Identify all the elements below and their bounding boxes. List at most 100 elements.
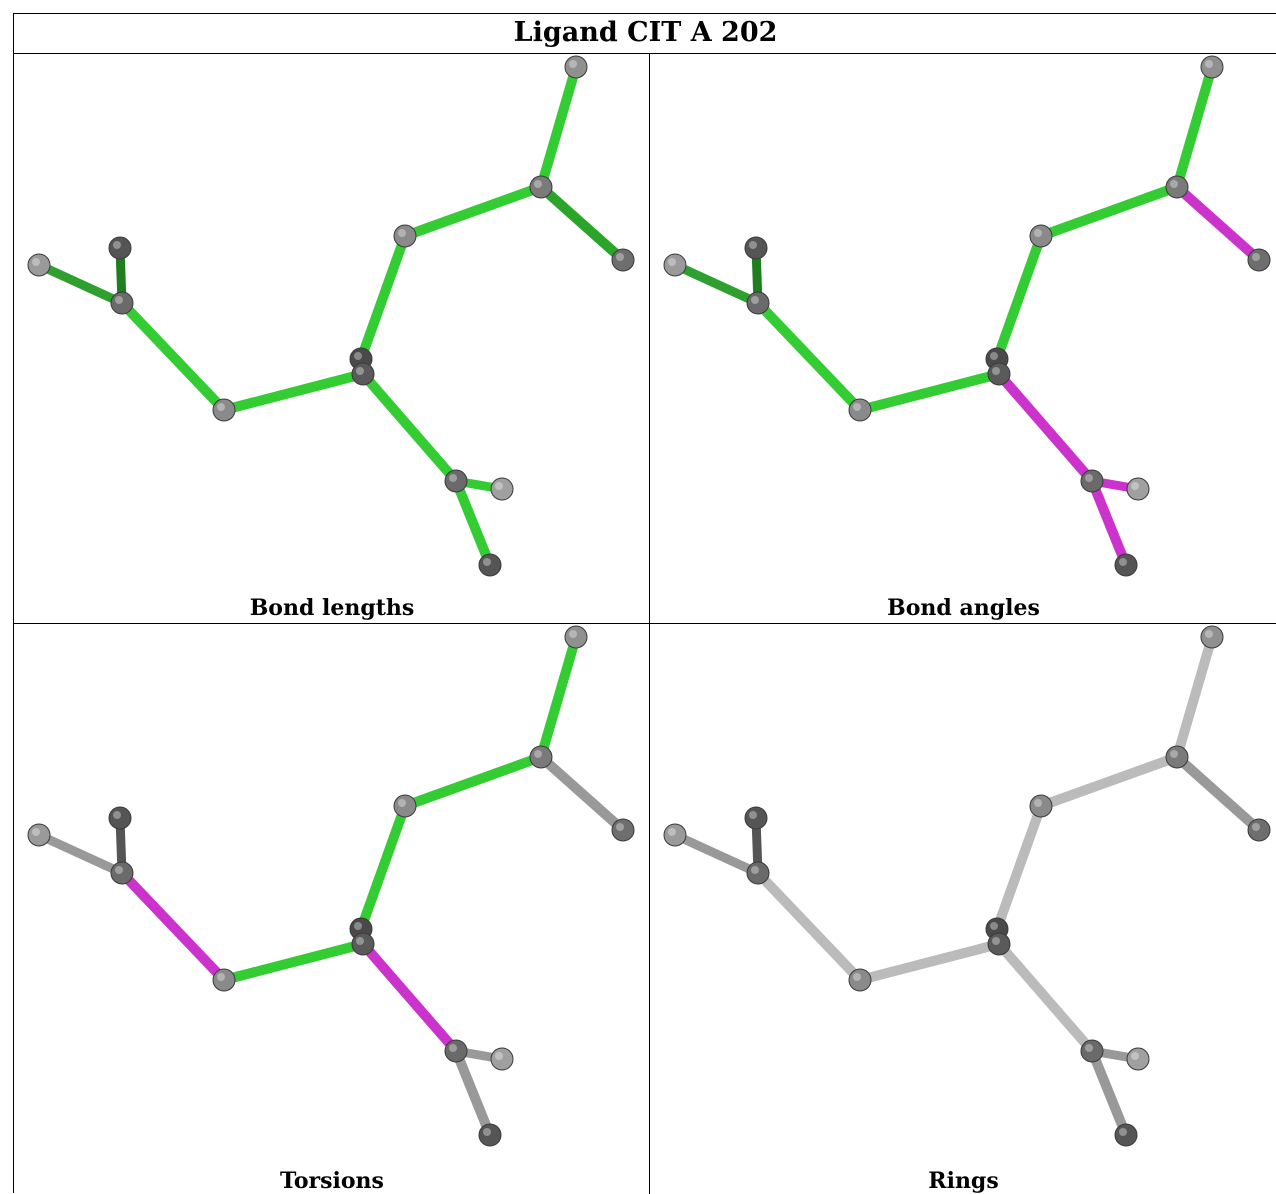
atom	[27, 823, 51, 847]
bond	[1172, 62, 1217, 192]
atom-highlight	[483, 1128, 491, 1136]
bond	[400, 182, 546, 241]
atom	[744, 806, 768, 830]
bond	[1036, 182, 1182, 241]
panel-caption: Torsions	[280, 1168, 384, 1194]
atom	[987, 362, 1011, 386]
panel-bond-lengths: Bond lengths	[14, 54, 650, 624]
panel-caption: Bond angles	[887, 595, 1040, 621]
molecule-view	[663, 625, 1271, 1147]
atom	[611, 248, 635, 272]
atom	[746, 861, 770, 885]
panel-caption: Rings	[928, 1168, 999, 1194]
atom	[1247, 818, 1271, 842]
atom	[1114, 1123, 1138, 1147]
panel-bond-angles: Bond angles	[650, 54, 1276, 624]
bond	[1087, 476, 1131, 570]
molecule-view	[663, 55, 1271, 577]
atom	[351, 932, 375, 956]
atom	[529, 175, 553, 199]
grid-divider-horizontal	[14, 623, 1276, 624]
atom	[1247, 248, 1271, 272]
bond	[992, 231, 1046, 364]
atom	[444, 469, 468, 493]
bond	[855, 939, 1004, 985]
atom-highlight	[32, 258, 40, 266]
atom-highlight	[449, 474, 457, 482]
atom	[1080, 1039, 1104, 1063]
atom-highlight	[668, 258, 676, 266]
atom-highlight	[217, 403, 225, 411]
atom	[444, 1039, 468, 1063]
molecule-view	[27, 55, 635, 577]
atom-highlight	[1252, 823, 1260, 831]
atom-highlight	[483, 558, 491, 566]
atom-highlight	[992, 937, 1000, 945]
atom-highlight	[449, 1044, 457, 1052]
atom-highlight	[1170, 750, 1178, 758]
atom	[564, 55, 588, 79]
atom-highlight	[115, 296, 123, 304]
atom-highlight	[616, 823, 624, 831]
bond	[536, 62, 581, 192]
atom	[848, 968, 872, 992]
bond	[358, 369, 461, 486]
bond	[670, 830, 763, 878]
bond	[994, 939, 1097, 1056]
atom-highlight	[398, 799, 406, 807]
bond	[219, 369, 368, 415]
atom-highlight	[1034, 229, 1042, 237]
atom	[564, 625, 588, 649]
atom	[987, 932, 1011, 956]
atom-highlight	[1205, 60, 1213, 68]
ligand-figure-table: Ligand CIT A 202 Bond lengths Bond angle…	[13, 13, 1276, 1194]
bond	[1172, 752, 1264, 835]
bond	[451, 476, 495, 570]
bond	[855, 369, 1004, 415]
atom	[611, 818, 635, 842]
atom	[393, 794, 417, 818]
atom	[478, 1123, 502, 1147]
atom-highlight	[751, 866, 759, 874]
atom-highlight	[616, 253, 624, 261]
atom-highlight	[495, 1052, 503, 1060]
atom	[1126, 477, 1150, 501]
panel-caption: Bond lengths	[249, 595, 415, 621]
atom-highlight	[354, 922, 362, 930]
atom	[1029, 224, 1053, 248]
atom-highlight	[569, 60, 577, 68]
bond	[219, 939, 368, 985]
atom-highlight	[992, 367, 1000, 375]
atom-highlight	[1205, 630, 1213, 638]
atom-highlight	[749, 811, 757, 819]
atom	[848, 398, 872, 422]
atom-highlight	[1119, 1128, 1127, 1136]
atom-highlight	[1119, 558, 1127, 566]
atom	[393, 224, 417, 248]
atom	[663, 253, 687, 277]
atom-highlight	[354, 352, 362, 360]
atom	[1200, 625, 1224, 649]
atom-highlight	[1085, 474, 1093, 482]
atom-highlight	[534, 180, 542, 188]
bond	[753, 868, 865, 985]
atom-highlight	[990, 922, 998, 930]
bond	[992, 801, 1046, 934]
atom-highlight	[217, 973, 225, 981]
bond	[1172, 632, 1217, 762]
atom-highlight	[668, 828, 676, 836]
atom-highlight	[113, 811, 121, 819]
atom	[744, 236, 768, 260]
atom-highlight	[1034, 799, 1042, 807]
atom	[1080, 469, 1104, 493]
atom-highlight	[1085, 1044, 1093, 1052]
grid-divider-vertical	[649, 54, 650, 1194]
bond	[34, 830, 127, 878]
atom	[1126, 1047, 1150, 1071]
bond	[1036, 752, 1182, 811]
atom	[108, 806, 132, 830]
atom-highlight	[495, 482, 503, 490]
bond	[356, 231, 410, 364]
bond	[117, 868, 229, 985]
bond	[536, 182, 628, 265]
